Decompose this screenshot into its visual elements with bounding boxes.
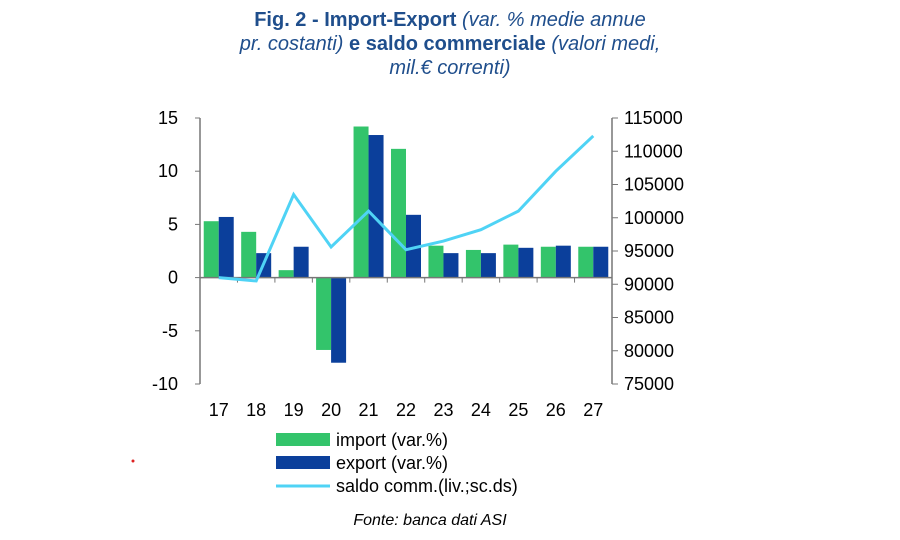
title-part: pr. costanti) xyxy=(239,33,344,55)
left-tick-label: 15 xyxy=(158,108,178,128)
saldo-line xyxy=(218,134,595,283)
bar-export xyxy=(293,246,309,278)
bar-export xyxy=(480,253,496,278)
legend-label: import (var.%) xyxy=(336,430,448,450)
bar-export xyxy=(331,277,347,363)
stray-dot xyxy=(131,459,135,463)
bar-export xyxy=(443,253,459,278)
right-tick-label: 85000 xyxy=(624,308,674,328)
bar-import xyxy=(428,245,444,278)
title-part: (var. % medie annue xyxy=(456,9,646,31)
legend-label: export (var.%) xyxy=(336,453,448,473)
right-tick-label: 115000 xyxy=(624,108,683,128)
title-part: mil.€ correnti) xyxy=(389,57,511,79)
x-tick-label: 22 xyxy=(396,400,416,420)
x-tick-label: 24 xyxy=(471,400,491,420)
bar-import xyxy=(540,246,556,278)
x-tick-label: 18 xyxy=(246,400,266,420)
legend-swatch xyxy=(276,433,330,446)
left-tick-label: 0 xyxy=(168,268,178,288)
bar-export xyxy=(518,247,534,278)
bar-import xyxy=(391,148,406,278)
bar-import xyxy=(503,244,519,278)
title-part: Fig. 2 - Import-Export xyxy=(254,9,457,31)
right-tick-label: 105000 xyxy=(624,175,684,195)
right-tick-label: 110000 xyxy=(624,141,683,161)
bar-import xyxy=(465,249,481,278)
bar-export xyxy=(218,216,234,278)
left-tick-label: 5 xyxy=(168,214,178,234)
left-tick-label: -5 xyxy=(162,321,178,341)
legend-swatch xyxy=(276,456,330,469)
source-note: Fonte: banca dati ASI xyxy=(353,512,507,529)
bar-export xyxy=(368,135,384,278)
bar-import xyxy=(241,231,257,278)
bar-import xyxy=(353,126,369,278)
bar-import xyxy=(278,270,294,278)
left-tick-label: 10 xyxy=(158,161,178,181)
x-tick-label: 25 xyxy=(508,400,528,420)
x-tick-label: 26 xyxy=(546,400,566,420)
legend-label: saldo comm.(liv.;sc.ds) xyxy=(336,476,518,496)
x-tick-label: 20 xyxy=(321,400,341,420)
bar-export xyxy=(593,246,609,278)
title-part: (valori medi, xyxy=(545,33,661,55)
title-part: e saldo commerciale xyxy=(343,33,546,55)
right-tick-label: 95000 xyxy=(624,241,674,261)
right-tick-label: 100000 xyxy=(624,208,684,228)
chart-title: Fig. 2 - Import-Export (var. % medie ann… xyxy=(0,8,900,80)
x-tick-label: 23 xyxy=(433,400,453,420)
bar-export xyxy=(555,245,571,278)
x-tick-label: 17 xyxy=(209,400,229,420)
bar-export xyxy=(406,214,421,278)
left-tick-label: -10 xyxy=(152,374,178,394)
x-tick-label: 21 xyxy=(359,400,379,420)
bar-import xyxy=(316,277,332,350)
right-tick-label: 80000 xyxy=(624,341,674,361)
bar-import xyxy=(578,246,594,278)
right-tick-label: 90000 xyxy=(624,274,674,294)
right-tick-label: 75000 xyxy=(624,374,674,394)
x-tick-label: 19 xyxy=(284,400,304,420)
bar-import xyxy=(203,221,219,278)
x-tick-label: 27 xyxy=(583,400,603,420)
